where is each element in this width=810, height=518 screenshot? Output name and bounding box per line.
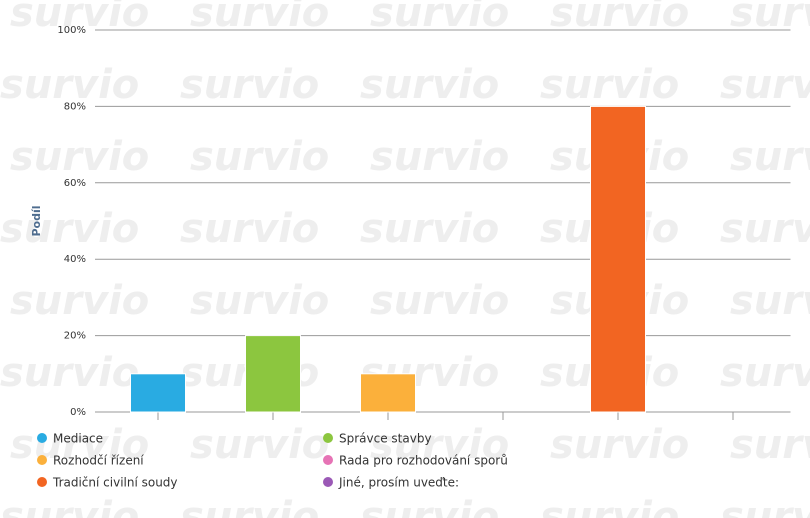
watermark: survio xyxy=(0,62,139,108)
watermark: survio xyxy=(370,278,509,324)
watermark: survio xyxy=(360,494,499,518)
watermark: survio xyxy=(370,0,509,36)
watermark: survio xyxy=(360,62,499,108)
watermark: survio xyxy=(720,206,810,252)
plot: 0% 20% 40% 60% 80% 100% Mediace Správce stavby R… xyxy=(37,25,791,490)
watermark: survio xyxy=(540,62,679,108)
watermark: survio xyxy=(730,422,810,468)
watermark: survio xyxy=(190,422,329,468)
watermark: survio xyxy=(550,0,689,36)
watermark: survio xyxy=(180,206,319,252)
watermark: survio xyxy=(730,278,810,324)
legend-label: Tradiční civilní soudy xyxy=(52,476,178,490)
bar xyxy=(245,335,301,413)
watermark: survio xyxy=(730,134,810,180)
watermark: survio xyxy=(720,62,810,108)
watermark: survio xyxy=(370,134,509,180)
legend-label: Rozhodčí řízení xyxy=(53,454,144,468)
watermark: survio xyxy=(190,0,329,36)
watermark: survio xyxy=(720,494,810,518)
legend-marker xyxy=(37,433,47,443)
watermark: survio xyxy=(720,350,810,396)
legend-label: Správce stavby xyxy=(339,432,432,446)
legend-label: Mediace xyxy=(53,432,103,446)
legend-label: Rada pro rozhodování sporů xyxy=(339,454,508,468)
y-tick-label: 80% xyxy=(64,101,86,112)
bar xyxy=(130,373,186,413)
y-tick-label: 100% xyxy=(57,25,86,36)
legend-marker xyxy=(323,455,333,465)
legend-marker xyxy=(323,477,333,487)
watermark: survio xyxy=(0,494,139,518)
legend-marker xyxy=(323,433,333,443)
watermark: survio xyxy=(10,134,149,180)
y-tick-label: 40% xyxy=(64,254,86,265)
watermark: survio xyxy=(370,422,509,468)
y-tick-label: 60% xyxy=(64,178,86,189)
legend-label: Jiné, prosím uveďte: xyxy=(338,476,459,490)
watermark: survio xyxy=(190,134,329,180)
watermark: survio xyxy=(180,62,319,108)
y-tick-label: 20% xyxy=(64,331,86,342)
watermark: survio xyxy=(540,494,679,518)
watermark: survio xyxy=(190,278,329,324)
watermark: survio xyxy=(730,0,810,36)
watermark: survio xyxy=(10,422,149,468)
watermark: survio xyxy=(550,422,689,468)
legend-marker xyxy=(37,477,47,487)
watermark: survio xyxy=(0,206,139,252)
watermark: survio xyxy=(360,206,499,252)
watermark: survio xyxy=(180,494,319,518)
legend-marker xyxy=(37,455,47,465)
bar xyxy=(590,105,646,413)
bar xyxy=(360,373,416,413)
watermark: survio xyxy=(10,278,149,324)
y-tick-label: 0% xyxy=(70,407,86,418)
watermark: survio xyxy=(0,350,139,396)
y-axis-label: Podíl xyxy=(30,205,43,236)
